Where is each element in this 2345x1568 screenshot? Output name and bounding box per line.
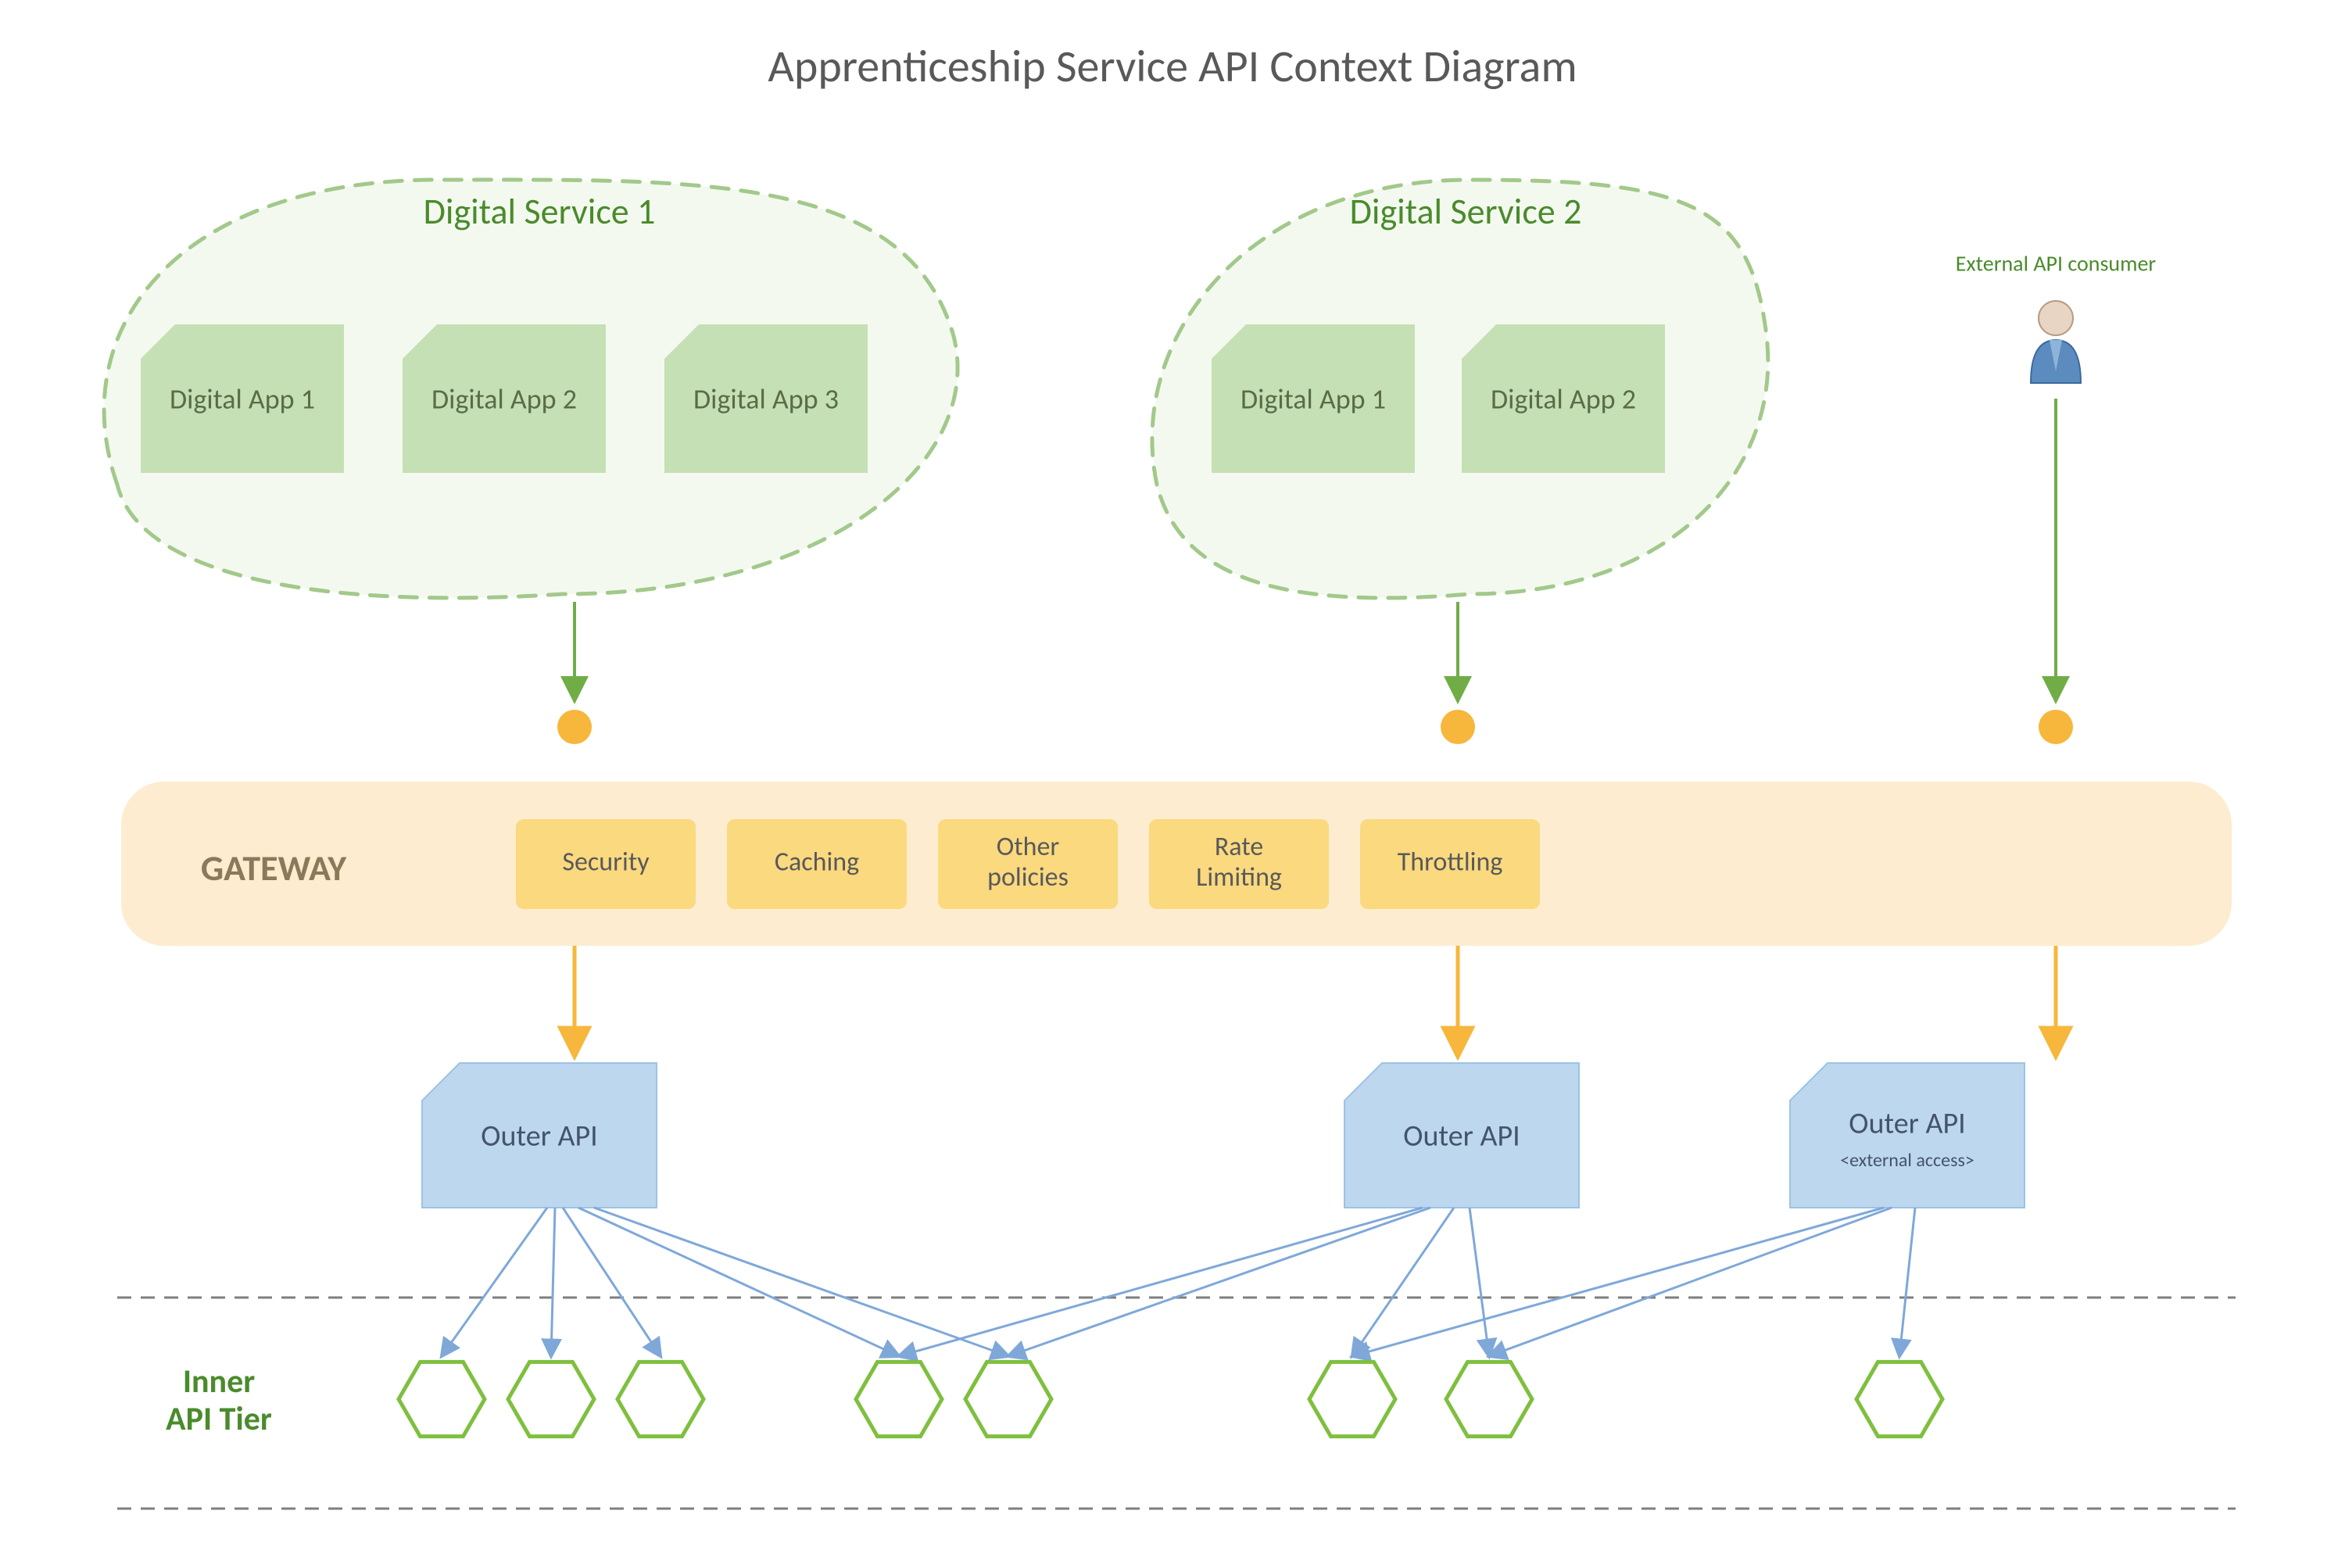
- digital-app-label: Digital App 1: [170, 382, 315, 417]
- gateway-port-dot: [1441, 710, 1475, 744]
- api-to-inner-arrow: [1489, 1208, 1892, 1356]
- outer-api-label: Outer API: [1849, 1106, 1965, 1142]
- service-bubble-label: Digital Service 2: [1350, 190, 1582, 234]
- gateway-policy-label: Caching: [775, 847, 859, 879]
- api-to-inner-arrow: [563, 1208, 661, 1356]
- digital-app-label: Digital App 1: [1241, 382, 1386, 417]
- inner-api-hexagon: [618, 1362, 704, 1436]
- gateway-label: GATEWAY: [201, 847, 347, 890]
- gateway-policy-label: Otherpolicies: [987, 831, 1069, 893]
- inner-api-hexagon: [1446, 1362, 1532, 1436]
- user-icon: [2031, 301, 2081, 383]
- api-to-inner-arrow: [551, 1208, 555, 1356]
- api-to-inner-arrow: [899, 1208, 1423, 1356]
- gateway-port-dot: [2039, 710, 2073, 744]
- inner-api-hexagon: [965, 1362, 1051, 1436]
- inner-api-hexagon: [508, 1362, 594, 1436]
- digital-app-label: Digital App 2: [431, 382, 577, 417]
- outer-api-label: Outer API: [1403, 1119, 1520, 1155]
- api-to-inner-arrow: [1470, 1208, 1489, 1356]
- gateway-policy-label: Throttling: [1398, 847, 1503, 879]
- inner-api-hexagon: [856, 1362, 942, 1436]
- api-to-inner-arrow: [442, 1208, 547, 1356]
- api-to-inner-arrow: [1899, 1208, 1915, 1356]
- inner-api-hexagon: [1856, 1362, 1942, 1436]
- outer-api-label: Outer API: [481, 1119, 597, 1155]
- outer-api-sublabel: <external access>: [1840, 1149, 1974, 1172]
- api-to-inner-arrow: [578, 1208, 899, 1356]
- service-bubble-label: Digital Service 1: [424, 190, 656, 234]
- external-consumer-label: External API consumer: [1956, 250, 2157, 277]
- api-to-inner-arrow: [1352, 1208, 1884, 1356]
- inner-tier-label: InnerAPI Tier: [166, 1362, 272, 1439]
- diagram-title: Apprenticeship Service API Context Diagr…: [768, 38, 1577, 94]
- digital-app-label: Digital App 3: [693, 382, 839, 417]
- gateway-port-dot: [557, 710, 592, 744]
- digital-app-label: Digital App 2: [1491, 382, 1636, 417]
- gateway-policy-label: Security: [562, 847, 650, 879]
- inner-api-hexagon: [399, 1362, 485, 1436]
- inner-api-hexagon: [1309, 1362, 1395, 1436]
- api-to-inner-arrow: [594, 1208, 1008, 1356]
